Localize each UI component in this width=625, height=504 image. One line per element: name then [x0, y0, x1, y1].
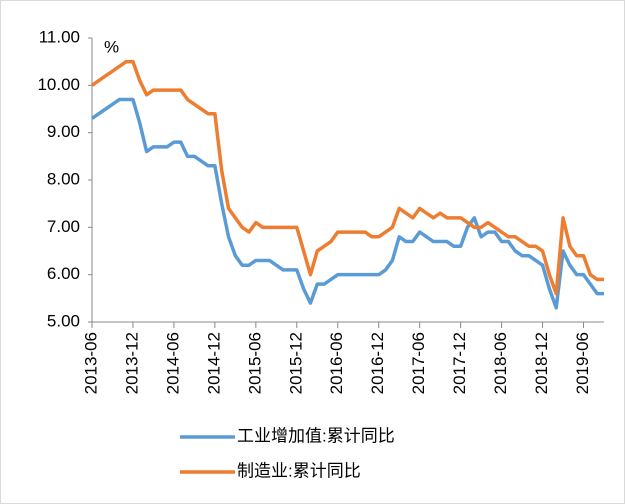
- y-tick-label: 8.00: [47, 169, 80, 188]
- y-tick-label: 9.00: [47, 122, 80, 141]
- x-tick-label: 2018-06: [491, 332, 510, 394]
- x-tick-label: 2016-06: [327, 332, 346, 394]
- x-tick-label: 2016-12: [368, 332, 387, 394]
- y-tick-label: 5.00: [47, 311, 80, 330]
- x-tick-label: 2013-06: [81, 332, 100, 394]
- x-tick-label: 2017-12: [450, 332, 469, 394]
- x-tick-label: 2015-12: [286, 332, 305, 394]
- data-line: [91, 59, 604, 296]
- legend-label: 工业增加值:累计同比: [237, 426, 395, 445]
- legend-label: 制造业:累计同比: [237, 461, 361, 480]
- y-axis-label: %: [104, 37, 119, 56]
- x-tick-label: 2013-12: [122, 332, 141, 394]
- x-tick-label: 2014-06: [163, 332, 182, 394]
- x-tick-label: 2014-12: [204, 332, 223, 394]
- y-tick-label: 10.00: [37, 75, 80, 94]
- x-tick-label: 2015-06: [245, 332, 264, 394]
- data-line: [91, 97, 604, 310]
- y-tick-label: 11.00: [39, 27, 80, 46]
- x-tick-label: 2017-06: [409, 332, 428, 394]
- x-tick-label: 2019-06: [573, 332, 592, 394]
- x-tick-label: 2018-12: [532, 332, 551, 394]
- y-tick-label: 6.00: [47, 264, 80, 283]
- y-tick-label: 7.00: [47, 217, 80, 236]
